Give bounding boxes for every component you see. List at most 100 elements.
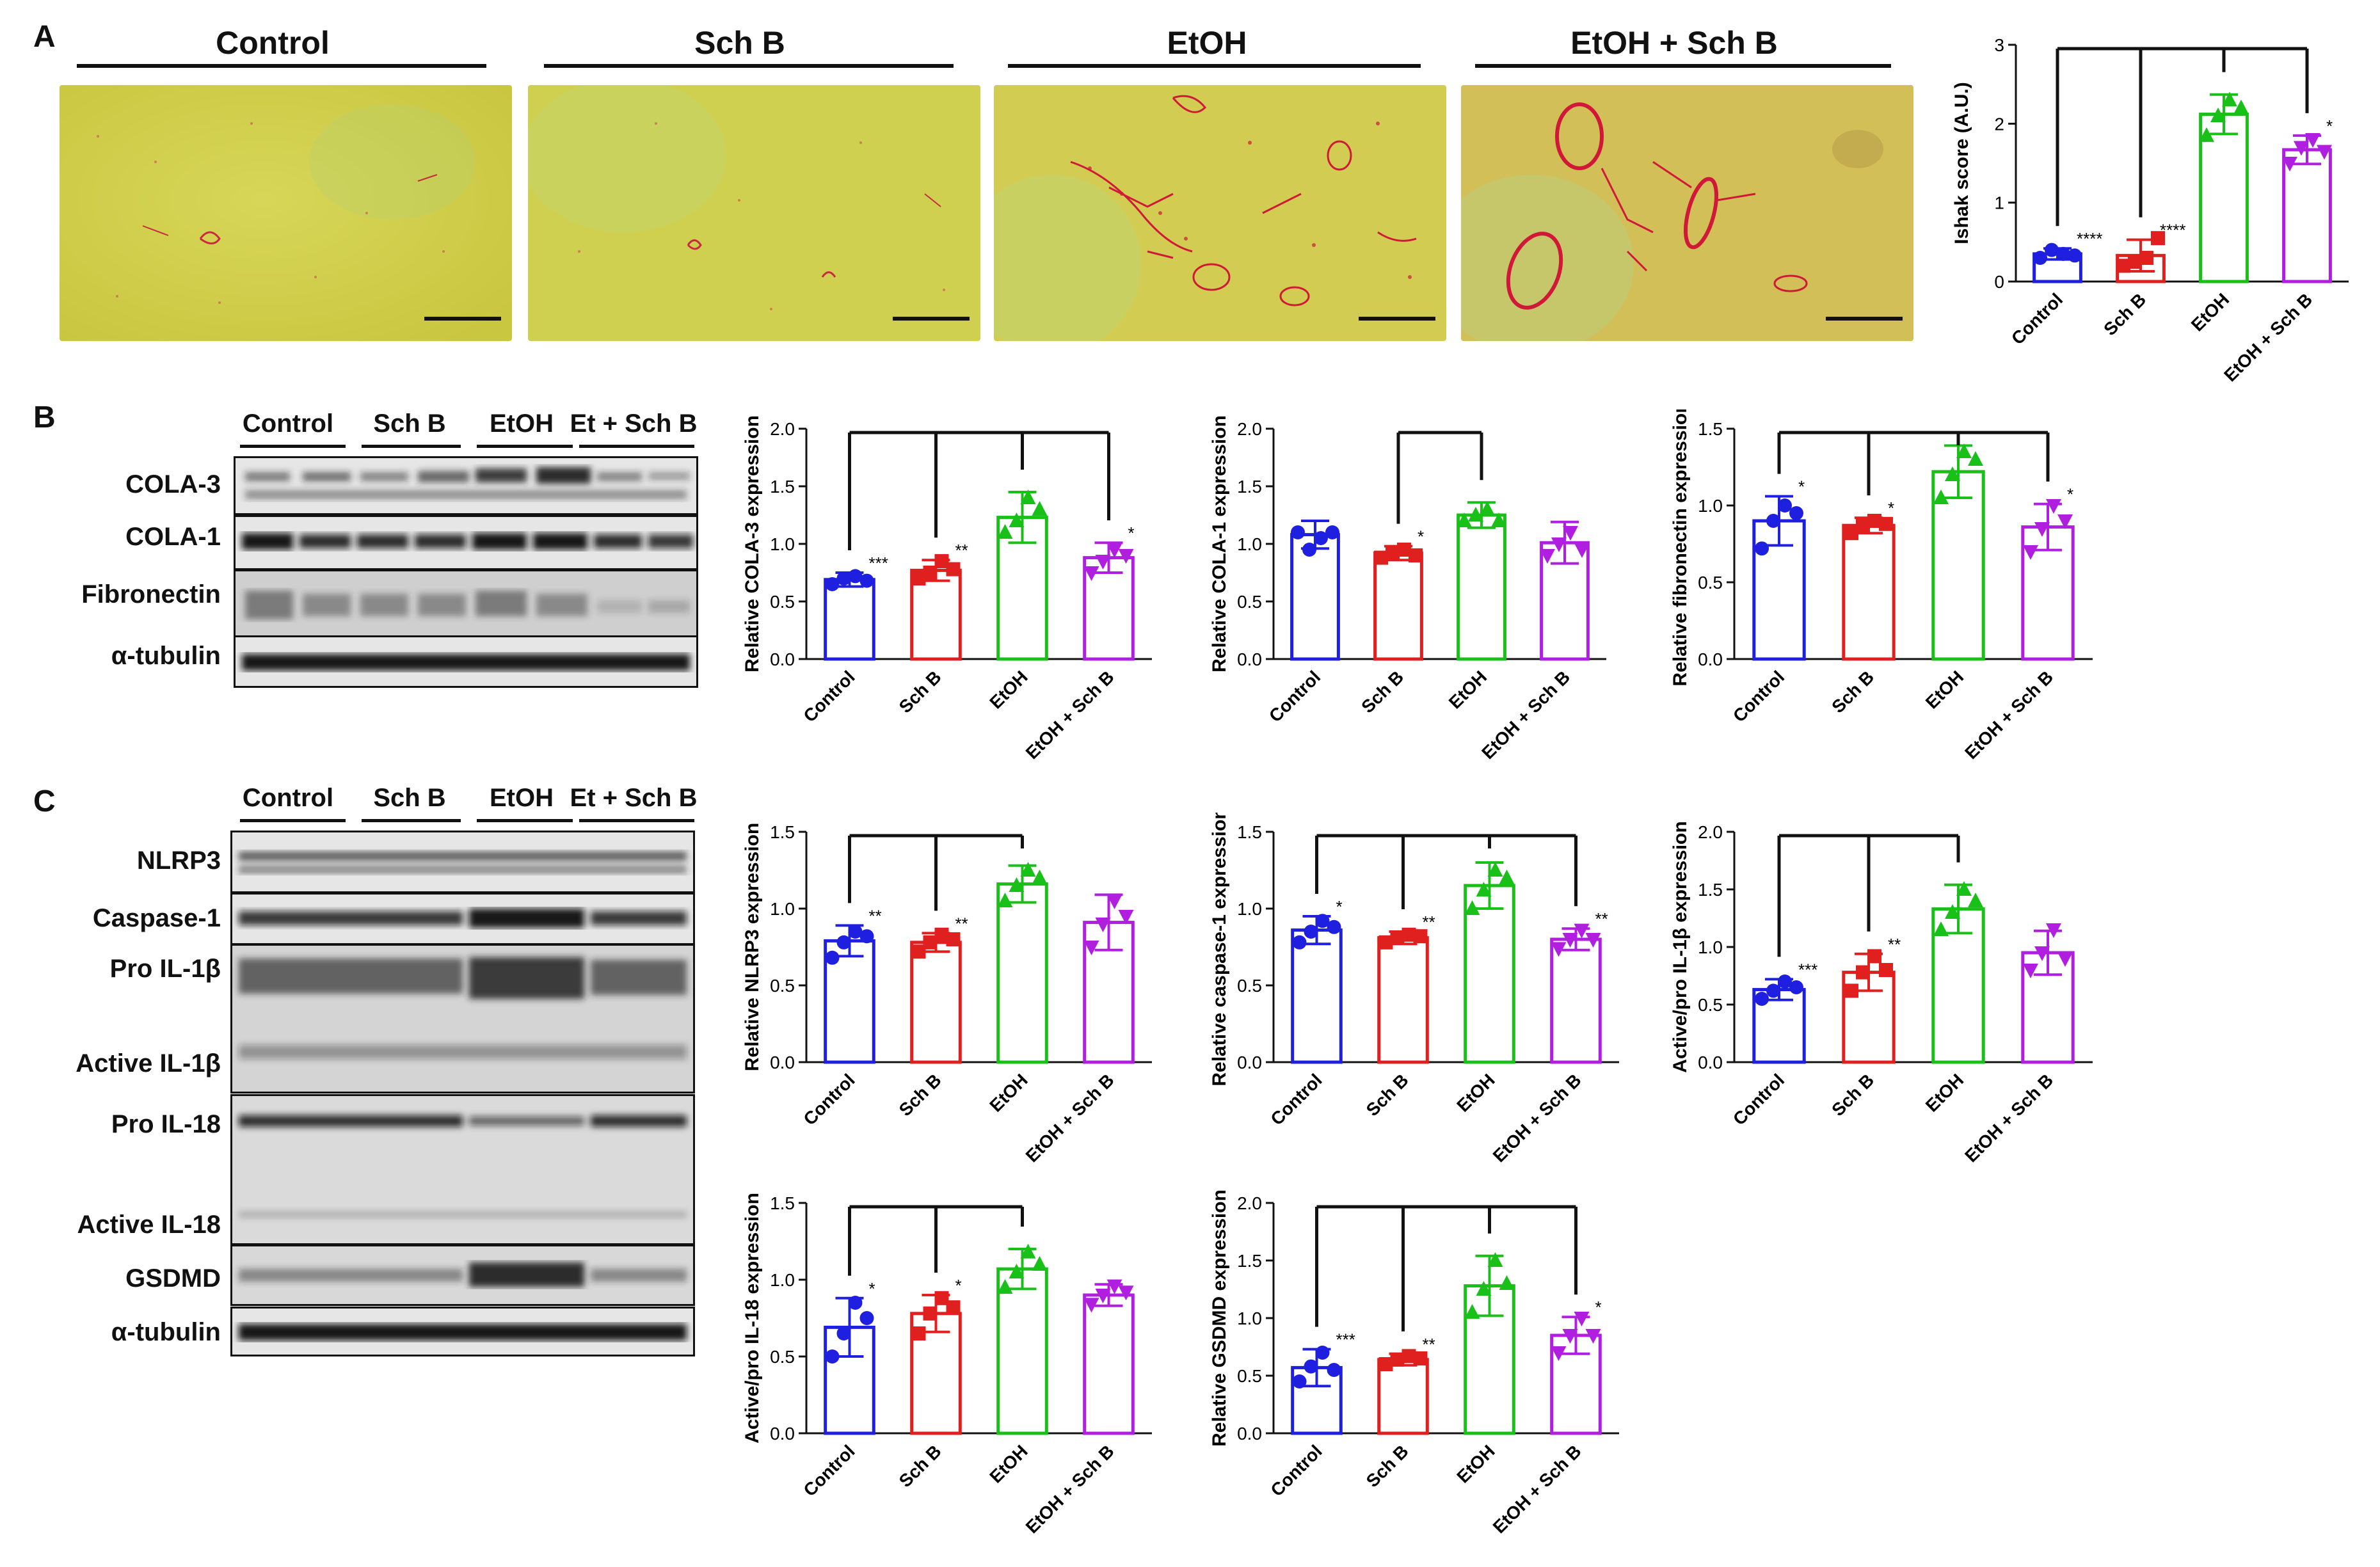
bar	[824, 578, 875, 661]
data-point	[1457, 513, 1472, 527]
data-point	[1386, 546, 1400, 561]
data-point	[848, 569, 863, 584]
panel-letter-a: A	[33, 20, 56, 54]
scale-bar	[1826, 317, 1903, 321]
data-point	[1118, 549, 1134, 564]
x-tick-label: EtOH + Sch B	[1022, 667, 1118, 763]
x-tick-label: Sch B	[895, 667, 945, 717]
bar	[1373, 551, 1423, 661]
chart-caspase1: 0.0 0.5 1.0 1.5 Relative caspase-1 expressio…	[1209, 813, 1619, 1166]
data-point	[848, 925, 863, 939]
data-point	[1291, 525, 1305, 539]
chart-fibronectin: 0.0 0.5 1.0 1.5 Relative fibronectin express…	[1670, 410, 2093, 763]
y-tick-label: 2.0	[1237, 419, 1262, 439]
bar	[996, 882, 1048, 1064]
significance-label: *	[1595, 1298, 1602, 1317]
x-tick-label: Control	[1729, 1070, 1788, 1129]
data-point	[1487, 1252, 1503, 1267]
significance-label: *	[1336, 897, 1343, 916]
y-tick-label: 1.0	[1698, 937, 1723, 957]
y-axis-label: Active/pro IL-18 expression	[742, 1193, 763, 1444]
sirius-red-stain-image	[994, 85, 1446, 341]
blot-group-label: Et + Sch B	[570, 784, 698, 812]
panel-letter-b: B	[33, 401, 56, 434]
blot-bands	[232, 946, 693, 1092]
data-point	[848, 1296, 863, 1310]
x-tick-label: Control	[1265, 667, 1324, 726]
data-point	[836, 571, 851, 585]
bar	[910, 941, 962, 1064]
data-point	[934, 554, 949, 568]
x-tick-label: EtOH + Sch B	[1961, 1070, 2057, 1166]
y-tick-label: 0.5	[770, 1347, 795, 1367]
scale-bar	[893, 317, 970, 321]
data-point	[2233, 99, 2249, 115]
y-tick-label: 0.0	[770, 1053, 795, 1072]
blot-strip-gsdmd	[230, 1245, 695, 1306]
blot-row-label: Caspase-1	[92, 904, 221, 932]
data-point	[1476, 882, 1492, 897]
data-point	[1315, 914, 1330, 928]
x-tick-label: EtOH	[1445, 667, 1490, 712]
data-point	[1755, 992, 1769, 1006]
histology-title-etoh-schb: EtOH + Sch B	[1570, 25, 1778, 61]
data-point	[2151, 231, 2165, 246]
data-point	[825, 577, 840, 591]
significance-label: **	[1423, 912, 1435, 932]
data-point	[1106, 895, 1122, 909]
blot-row-label: COLA-3	[125, 470, 221, 498]
x-tick-label: EtOH + Sch B	[1022, 1441, 1118, 1537]
histology-title-schb: Sch B	[694, 25, 785, 61]
chart-il18: 0.0 0.5 1.0 1.5 Active/pro IL-18 expression *…	[742, 1193, 1152, 1537]
data-point	[2139, 251, 2153, 265]
data-point	[1487, 862, 1503, 877]
significance-label: *	[1418, 527, 1424, 546]
histology-group-line	[77, 64, 486, 68]
bar	[1842, 523, 1896, 661]
data-point	[1499, 1275, 1515, 1290]
y-tick-label: 1.0	[770, 1270, 795, 1290]
x-tick-label: EtOH	[986, 1441, 1031, 1486]
data-point	[2128, 255, 2142, 269]
data-point	[1766, 514, 1780, 528]
data-point	[1083, 566, 1099, 581]
significance-label: **	[1888, 935, 1901, 954]
x-tick-label: EtOH	[1453, 1070, 1498, 1115]
blot-row-label: α-tubulin	[111, 1318, 221, 1346]
data-point	[1956, 881, 1972, 896]
x-tick-label: Control	[799, 1441, 858, 1500]
x-tick-label: Control	[1729, 667, 1788, 726]
y-tick-label: 1.5	[1237, 822, 1262, 842]
significance-label: *	[1798, 477, 1805, 497]
data-point	[934, 927, 949, 942]
x-tick-label: EtOH + Sch B	[1961, 667, 2057, 763]
y-tick-label: 2.0	[1237, 1193, 1262, 1213]
y-axis-label: Active/pro IL-1β expression	[1670, 821, 1691, 1072]
y-tick-label: 1.0	[1237, 899, 1262, 919]
data-point	[1292, 935, 1307, 950]
significance-label: *	[1128, 523, 1135, 543]
y-tick-label: 0.0	[1237, 649, 1262, 669]
data-point	[1020, 1243, 1036, 1259]
y-axis-label: Relative COLA-3 expression	[742, 415, 763, 672]
y-tick-label: 1.0	[1698, 496, 1723, 516]
data-point	[1118, 910, 1134, 925]
blot-row-label: NLRP3	[136, 847, 221, 875]
data-point	[1374, 550, 1388, 565]
bar	[1550, 937, 1602, 1064]
blot-group-line	[477, 819, 573, 822]
data-point	[1778, 498, 1792, 513]
data-point	[1468, 507, 1483, 521]
y-tick-label: 0	[1994, 272, 2004, 292]
data-point	[1499, 870, 1515, 884]
data-point	[934, 1291, 949, 1305]
x-tick-label: Sch B	[1828, 667, 1878, 717]
y-tick-label: 1.0	[1237, 534, 1262, 554]
data-point	[1397, 543, 1411, 557]
y-tick-label: 0.0	[1237, 1424, 1262, 1444]
data-point	[1409, 548, 1423, 562]
data-point	[923, 935, 938, 950]
blot-row-label: Active IL-1β	[76, 1049, 221, 1078]
data-point	[836, 935, 851, 950]
data-point	[1095, 1289, 1111, 1303]
